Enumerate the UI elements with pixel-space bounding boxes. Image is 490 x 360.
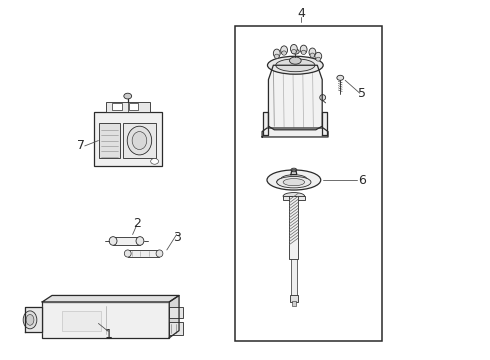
Bar [290,296,298,302]
Polygon shape [322,112,327,135]
Ellipse shape [301,50,306,54]
Ellipse shape [127,126,152,155]
Bar [169,307,183,318]
Bar [123,123,156,158]
Ellipse shape [282,51,287,55]
Bar [112,103,122,110]
Ellipse shape [292,49,296,54]
Ellipse shape [316,57,320,61]
Ellipse shape [276,59,315,72]
Ellipse shape [283,193,305,200]
Bar [235,26,382,341]
Polygon shape [291,170,297,175]
Text: 3: 3 [172,231,180,244]
Ellipse shape [291,44,297,53]
Ellipse shape [273,49,280,58]
Polygon shape [262,128,328,137]
Ellipse shape [310,53,315,57]
Bar [62,311,101,330]
Ellipse shape [23,311,37,329]
Ellipse shape [267,170,321,190]
Bar [292,301,296,306]
Bar [94,112,162,166]
Bar [128,250,159,257]
Ellipse shape [124,250,131,257]
Bar [169,322,183,335]
Polygon shape [269,65,322,130]
Ellipse shape [132,132,147,149]
Ellipse shape [290,57,301,64]
Ellipse shape [280,175,308,185]
Ellipse shape [156,250,163,257]
Ellipse shape [320,95,326,100]
Ellipse shape [274,54,279,58]
Bar [106,102,150,112]
Ellipse shape [151,158,159,164]
Ellipse shape [26,315,34,325]
Ellipse shape [277,179,287,185]
Ellipse shape [337,75,343,80]
Ellipse shape [268,56,323,74]
Text: 2: 2 [134,216,142,230]
Ellipse shape [281,46,288,54]
Bar [291,259,297,299]
Bar [42,302,169,338]
Ellipse shape [289,178,299,182]
Polygon shape [263,112,268,135]
Bar [290,196,298,259]
Text: 1: 1 [104,328,112,341]
Polygon shape [25,307,42,332]
Ellipse shape [109,237,117,245]
Polygon shape [42,296,179,302]
Text: 6: 6 [358,174,366,186]
Text: 4: 4 [297,7,305,20]
Ellipse shape [291,168,297,172]
Bar [99,123,120,158]
Ellipse shape [315,52,322,60]
Bar [283,196,305,200]
Ellipse shape [124,93,132,99]
Bar [129,103,139,110]
Ellipse shape [300,45,307,54]
Ellipse shape [136,237,144,245]
Text: 5: 5 [358,87,366,100]
Ellipse shape [292,49,299,54]
Ellipse shape [277,176,311,188]
Text: 7: 7 [77,139,85,152]
Polygon shape [169,296,179,338]
Ellipse shape [283,179,305,186]
Ellipse shape [309,48,316,57]
Bar [113,237,140,244]
